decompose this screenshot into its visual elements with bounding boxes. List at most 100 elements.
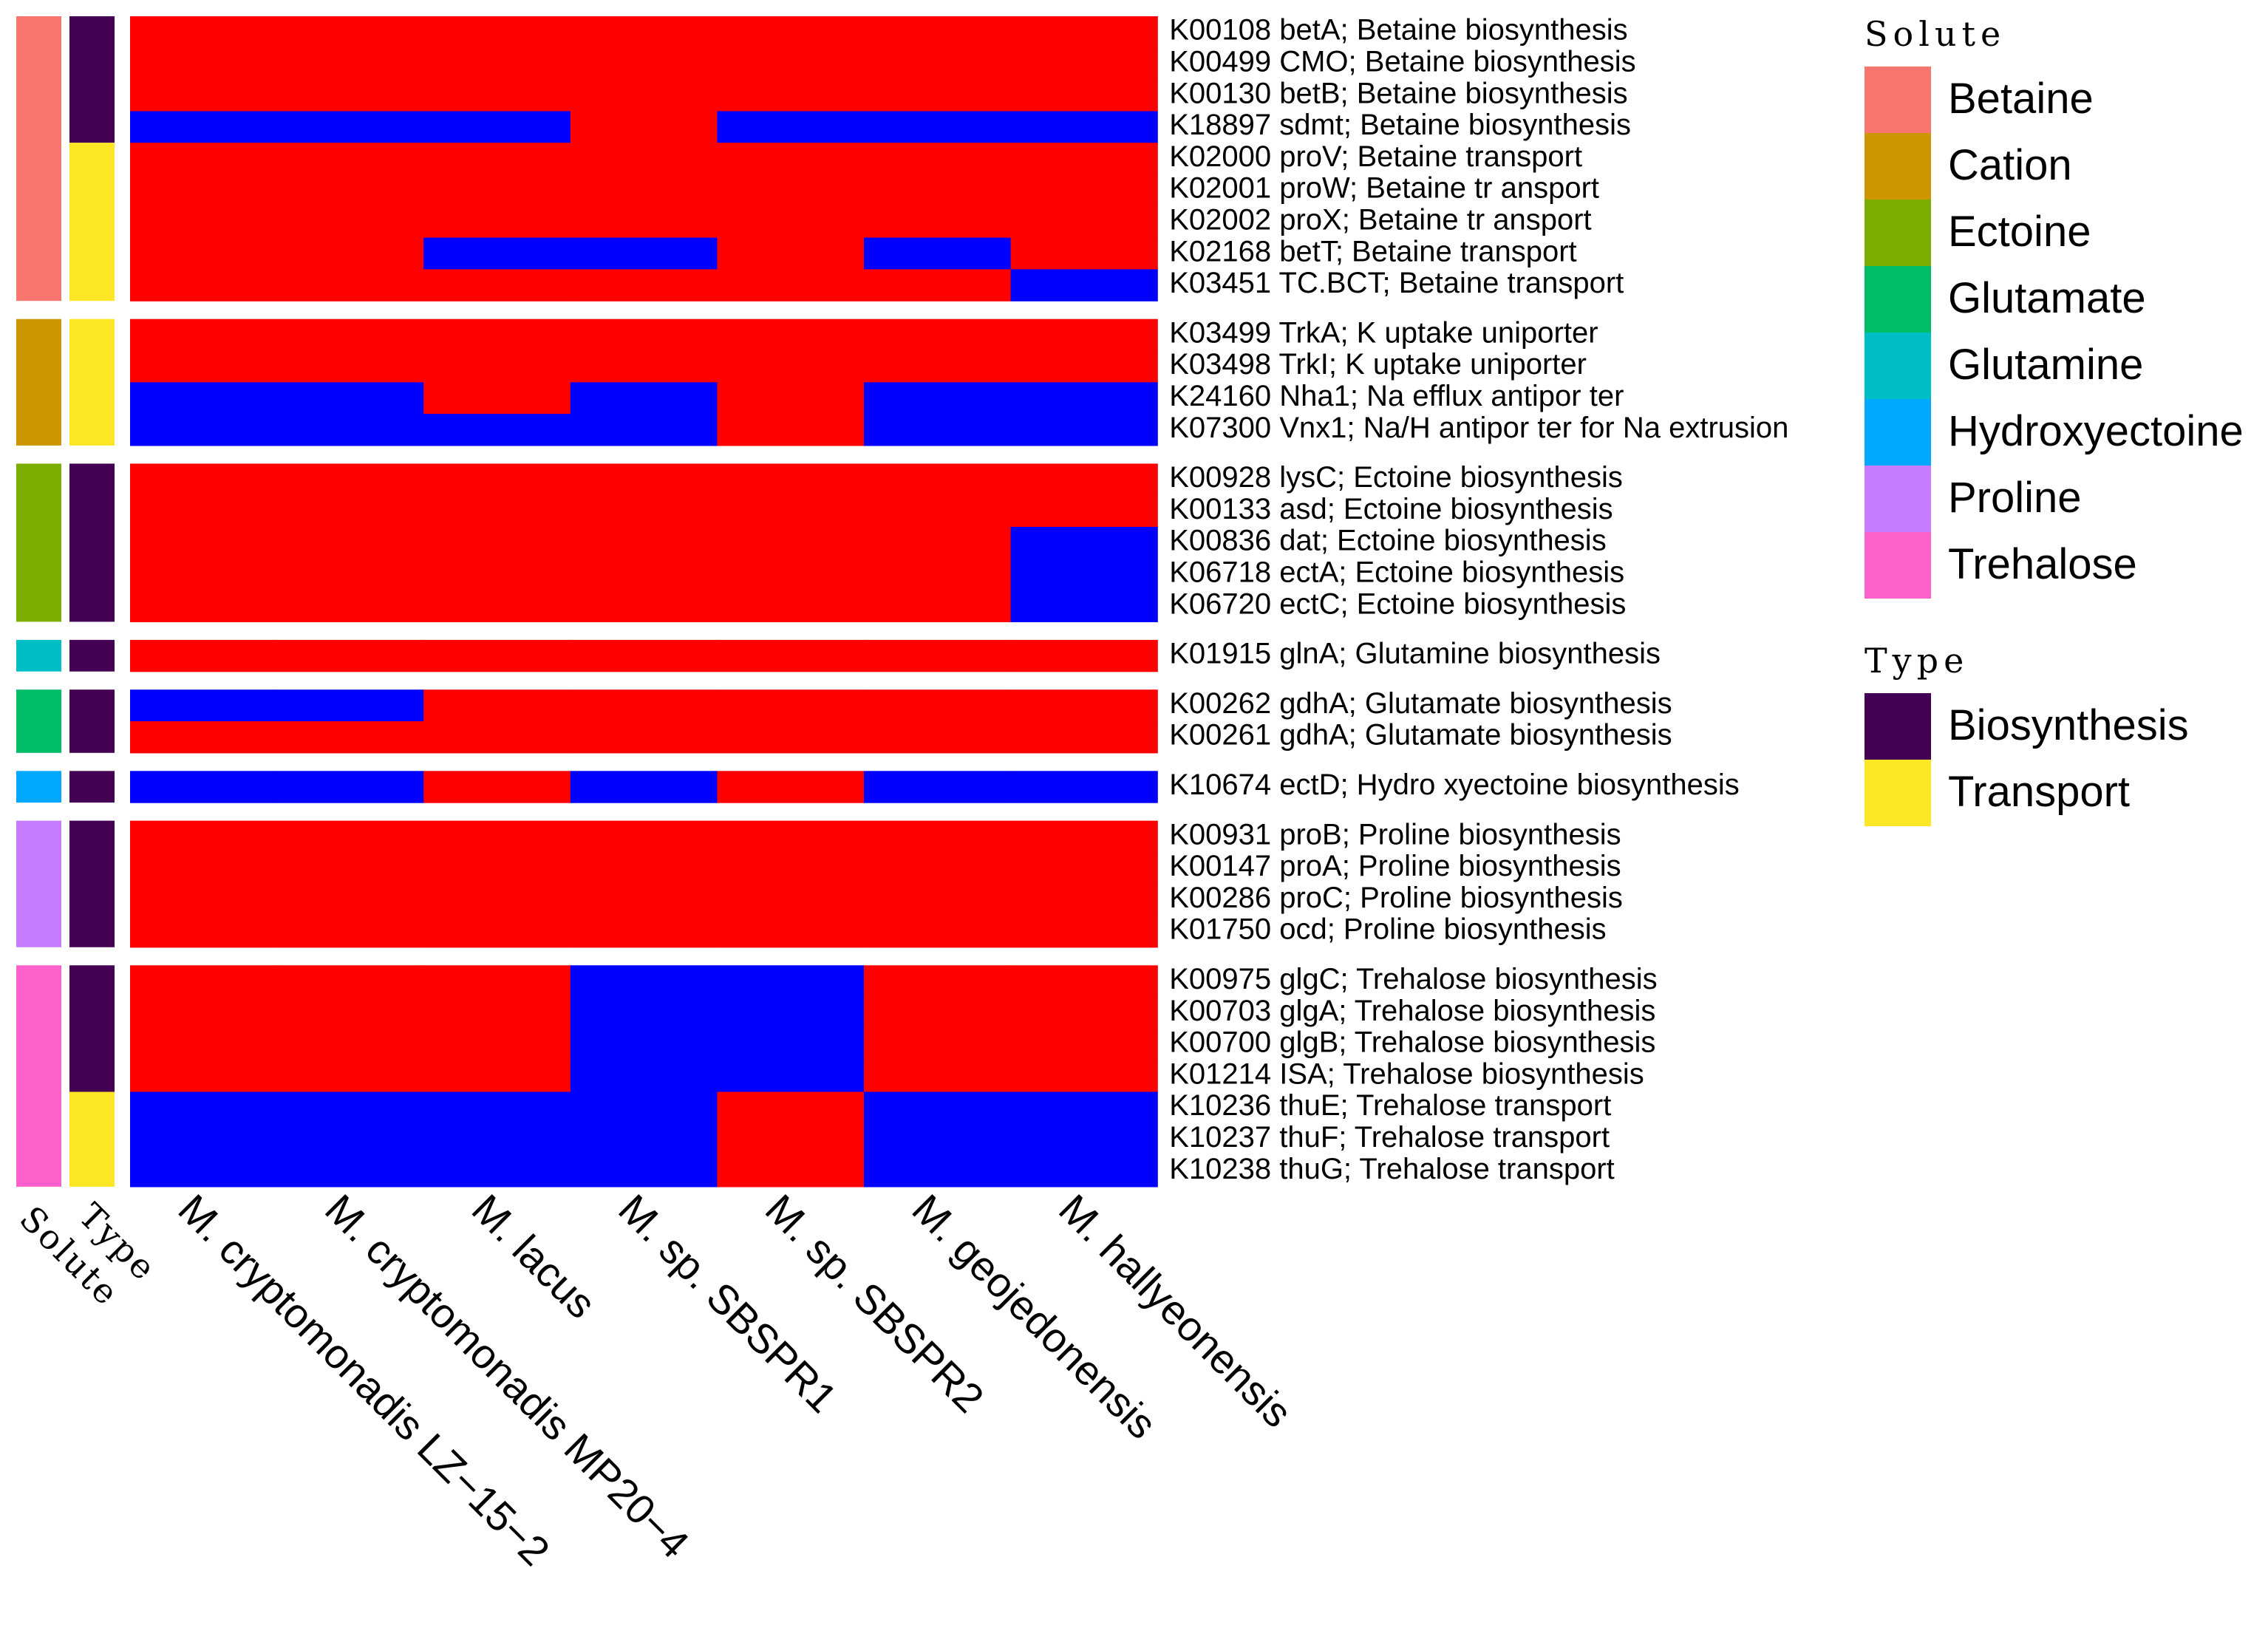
- heatmap-cell: [1010, 1091, 1158, 1124]
- heatmap-cell: [717, 269, 865, 302]
- heatmap-cell: [130, 495, 278, 528]
- heatmap-cell: [570, 382, 718, 415]
- row-label: K10674 ectD; Hydro xyectoine biosynthesi…: [1169, 769, 1740, 801]
- heatmap-cell: [276, 318, 424, 352]
- heatmap-cell: [423, 916, 571, 948]
- heatmap-cell: [864, 414, 1012, 446]
- heatmap-cell: [130, 1060, 278, 1093]
- heatmap-cell: [864, 495, 1012, 528]
- heatmap-cell: [276, 689, 424, 722]
- heatmap-cell: [717, 884, 865, 916]
- heatmap-cell: [130, 111, 278, 143]
- row-label: K00931 proB; Proline biosynthesis: [1169, 818, 1621, 851]
- row-label: K02168 betT; Betaine transport: [1169, 235, 1576, 268]
- heatmap-cell: [423, 1060, 571, 1093]
- heatmap-cell: [276, 527, 424, 559]
- heatmap-cell: [570, 1060, 718, 1093]
- legend-label-glutamate: Glutamate: [1948, 274, 2146, 322]
- heatmap-cell: [276, 79, 424, 112]
- heatmap-cell: [130, 1028, 278, 1061]
- heatmap-cell: [717, 47, 865, 81]
- heatmap-cell: [423, 558, 571, 591]
- heatmap-cell: [276, 382, 424, 415]
- heatmap-cell: [276, 916, 424, 948]
- annotation-bars: [16, 16, 115, 1187]
- row-label: K03451 TC.BCT; Betaine transport: [1169, 267, 1624, 299]
- heatmap-cell: [130, 350, 278, 383]
- heatmap-cell: [1010, 884, 1158, 916]
- type-bar-betaine-biosynthesis: [69, 16, 115, 143]
- heatmap-cell: [130, 820, 278, 853]
- heatmap-cell: [717, 590, 865, 622]
- row-label: K00133 asd; Ectoine biosynthesis: [1169, 493, 1613, 525]
- heatmap-cell: [1010, 1028, 1158, 1061]
- heatmap-cell: [864, 1091, 1012, 1124]
- heatmap-cell: [717, 965, 865, 998]
- heatmap-cell: [276, 639, 424, 672]
- heatmap-cell: [570, 639, 718, 672]
- heatmap-cell: [864, 79, 1012, 112]
- heatmap-cell: [423, 852, 571, 885]
- heatmap-cell: [276, 1091, 424, 1124]
- heatmap-cell: [1010, 558, 1158, 591]
- heatmap-cell: [717, 639, 865, 672]
- legend-label-proline: Proline: [1948, 474, 2082, 522]
- heatmap-cell: [717, 205, 865, 239]
- row-label: K24160 Nha1; Na efflux antipor ter: [1169, 380, 1624, 412]
- heatmap-cell: [276, 721, 424, 754]
- solute-legend-title: Solute: [1865, 14, 2006, 54]
- heatmap-cell: [423, 1028, 571, 1061]
- heatmap-cell: [423, 1155, 571, 1188]
- heatmap-cell: [130, 1155, 278, 1188]
- heatmap-cell: [1010, 852, 1158, 885]
- heatmap-cell: [1010, 965, 1158, 998]
- row-label: K10236 thuE; Trehalose transport: [1169, 1089, 1611, 1122]
- heatmap-cell: [570, 463, 718, 496]
- row-label: K00130 betB; Betaine biosynthesis: [1169, 77, 1627, 109]
- heatmap-cell: [423, 463, 571, 496]
- heatmap-cell: [864, 689, 1012, 722]
- heatmap-cell: [1010, 350, 1158, 383]
- type-bar-betaine-transport: [69, 143, 115, 302]
- solute-bar-glutamine: [16, 639, 61, 672]
- legend-swatch-transport: [1865, 760, 1931, 826]
- heatmap-cell: [717, 174, 865, 207]
- type-bar-ectoine-biosynthesis: [69, 463, 115, 622]
- heatmap-cell: [864, 965, 1012, 998]
- heatmap-cell: [717, 1155, 865, 1188]
- heatmap-cell: [570, 414, 718, 446]
- heatmap-cell: [717, 1123, 865, 1156]
- heatmap-cell: [1010, 1123, 1158, 1156]
- heatmap-cell: [570, 721, 718, 754]
- type-legend-title: Type: [1865, 641, 1969, 681]
- legend-label-transport: Transport: [1948, 768, 2130, 816]
- heatmap-cell: [570, 318, 718, 352]
- heatmap-cell: [1010, 79, 1158, 112]
- solute-bar-proline: [16, 820, 61, 947]
- row-label: K06720 ectC; Ectoine biosynthesis: [1169, 587, 1626, 620]
- heatmap-cell: [717, 1091, 865, 1124]
- heatmap-cell: [423, 997, 571, 1029]
- heatmap-cell: [570, 916, 718, 948]
- heatmap-cell: [864, 318, 1012, 352]
- heatmap-cell: [130, 205, 278, 239]
- type-bar-hydroxyectoine-biosynthesis: [69, 771, 115, 803]
- heatmap-cell: [1010, 771, 1158, 803]
- heatmap-cell: [1010, 111, 1158, 143]
- heatmap-cell: [130, 1091, 278, 1124]
- heatmap-cell: [423, 318, 571, 352]
- heatmap-cell: [130, 527, 278, 559]
- heatmap-cell: [276, 205, 424, 239]
- heatmap-cell: [717, 79, 865, 112]
- legend-swatch-hydroxyectoine: [1865, 399, 1931, 466]
- solute-bar-cation: [16, 318, 61, 446]
- heatmap-cell: [717, 237, 865, 270]
- heatmap-cell: [864, 721, 1012, 754]
- heatmap-cell: [276, 495, 424, 528]
- legend-swatch-glutamate: [1865, 266, 1931, 333]
- row-label: K00108 betA; Betaine biosynthesis: [1169, 14, 1627, 47]
- heatmap-cell: [276, 1155, 424, 1188]
- column-label: M. lacus: [463, 1185, 605, 1327]
- heatmap-cell: [864, 558, 1012, 591]
- heatmap-cell: [423, 16, 571, 49]
